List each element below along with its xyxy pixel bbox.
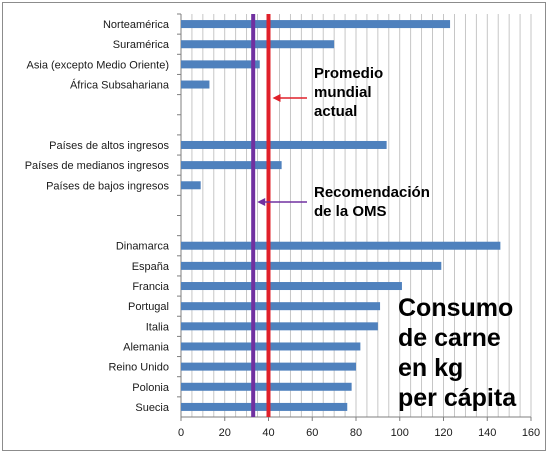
x-tick-label: 60 (306, 427, 318, 439)
bar (181, 302, 381, 311)
category-label: Norteamérica (103, 19, 170, 31)
bar (181, 80, 210, 89)
chart-annotation-line: en kg (398, 354, 463, 382)
category-label: Países de medianos ingresos (25, 160, 170, 172)
x-tick-label: 0 (178, 427, 184, 439)
chart-annotation-line: per cápita (398, 384, 517, 412)
category-label: Países de altos ingresos (49, 140, 169, 152)
x-tick-label: 140 (478, 427, 496, 439)
bar (181, 40, 335, 49)
category-label: Dinamarca (116, 241, 170, 253)
category-label: Alemania (123, 341, 170, 353)
chart-frame (2, 2, 546, 451)
reference-line-label: Promedio (314, 65, 383, 82)
arrow-head (257, 198, 266, 206)
arrow-head (272, 94, 281, 102)
reference-line-label: actual (314, 103, 357, 120)
reference-line-label: mundial (314, 84, 372, 101)
category-label: Suramérica (113, 39, 170, 51)
bar (181, 60, 260, 69)
x-tick-label: 20 (219, 427, 231, 439)
bar (181, 161, 282, 170)
category-label: Italia (146, 321, 170, 333)
bar (181, 140, 387, 149)
x-tick-label: 40 (262, 427, 274, 439)
reference-line-label: de la OMS (314, 203, 387, 220)
bar (181, 181, 201, 190)
category-label: Polonia (132, 382, 170, 394)
x-tick-label: 120 (434, 427, 452, 439)
category-label: Francia (132, 281, 170, 293)
bar (181, 20, 451, 29)
bar (181, 282, 402, 291)
bar (181, 342, 361, 351)
bar (181, 382, 352, 391)
chart-annotation-line: Consumo (398, 294, 513, 322)
bar (181, 322, 378, 331)
bar (181, 261, 442, 270)
category-label: África Subsahariana (70, 79, 170, 92)
category-label: Portugal (128, 301, 169, 313)
chart-annotation-line: de carne (398, 324, 501, 352)
x-tick-label: 80 (350, 427, 362, 439)
x-tick-label: 100 (391, 427, 409, 439)
x-tick-label: 160 (522, 427, 540, 439)
category-label: España (132, 261, 170, 273)
category-label: Países de bajos ingresos (46, 180, 169, 192)
category-label: Reino Unido (108, 362, 169, 374)
category-label: Suecia (135, 402, 170, 414)
bar (181, 241, 501, 250)
bar (181, 402, 348, 411)
category-label: Asia (excepto Medio Oriente) (27, 59, 169, 71)
reference-line-label: Recomendación (314, 184, 430, 201)
